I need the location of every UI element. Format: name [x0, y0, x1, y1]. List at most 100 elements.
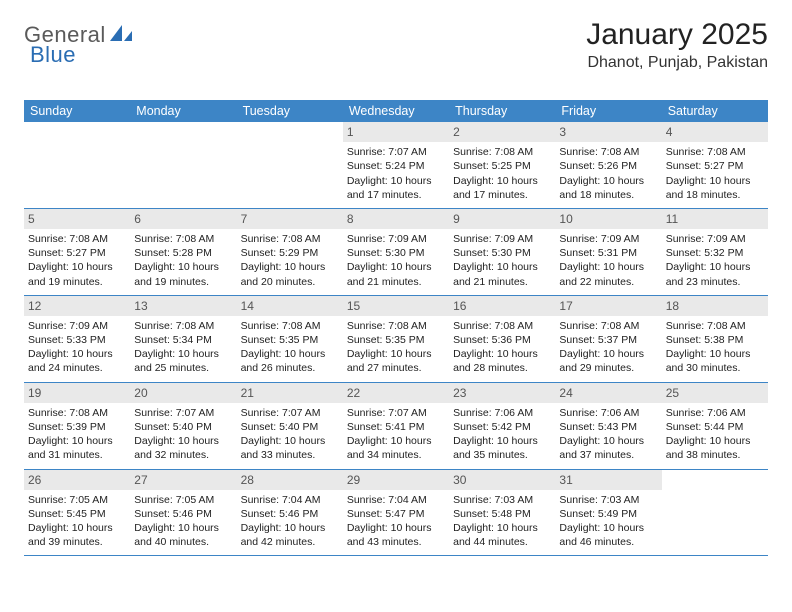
sunset-text: Sunset: 5:34 PM: [134, 333, 232, 347]
sunset-text: Sunset: 5:26 PM: [559, 159, 657, 173]
sail-icon: [108, 23, 134, 48]
daylight-text: and 21 minutes.: [347, 275, 445, 289]
day-number: 31: [555, 470, 661, 490]
weekday-header: Tuesday: [237, 100, 343, 122]
daylight-text: Daylight: 10 hours: [134, 347, 232, 361]
daylight-text: Daylight: 10 hours: [559, 174, 657, 188]
sunset-text: Sunset: 5:40 PM: [134, 420, 232, 434]
sunset-text: Sunset: 5:39 PM: [28, 420, 126, 434]
day-cell: 12Sunrise: 7:09 AMSunset: 5:33 PMDayligh…: [24, 296, 130, 382]
daylight-text: Daylight: 10 hours: [134, 434, 232, 448]
daylight-text: Daylight: 10 hours: [453, 521, 551, 535]
sunrise-text: Sunrise: 7:09 AM: [347, 232, 445, 246]
daylight-text: Daylight: 10 hours: [666, 174, 764, 188]
daylight-text: and 26 minutes.: [241, 361, 339, 375]
day-cell: 8Sunrise: 7:09 AMSunset: 5:30 PMDaylight…: [343, 209, 449, 295]
day-cell: 31Sunrise: 7:03 AMSunset: 5:49 PMDayligh…: [555, 470, 661, 556]
sunrise-text: Sunrise: 7:07 AM: [134, 406, 232, 420]
daylight-text: Daylight: 10 hours: [347, 260, 445, 274]
sunrise-text: Sunrise: 7:08 AM: [666, 319, 764, 333]
brand-name-part2: Blue: [30, 42, 76, 67]
daylight-text: Daylight: 10 hours: [559, 434, 657, 448]
weekday-header: Monday: [130, 100, 236, 122]
daylight-text: and 33 minutes.: [241, 448, 339, 462]
sunset-text: Sunset: 5:47 PM: [347, 507, 445, 521]
day-cell: 28Sunrise: 7:04 AMSunset: 5:46 PMDayligh…: [237, 470, 343, 556]
sunrise-text: Sunrise: 7:08 AM: [666, 145, 764, 159]
sunrise-text: Sunrise: 7:07 AM: [347, 145, 445, 159]
page-header: General January 2025 Dhanot, Punjab, Pak…: [24, 18, 768, 72]
daylight-text: Daylight: 10 hours: [666, 260, 764, 274]
daylight-text: Daylight: 10 hours: [28, 521, 126, 535]
daylight-text: and 37 minutes.: [559, 448, 657, 462]
day-number: 25: [662, 383, 768, 403]
day-cell: 29Sunrise: 7:04 AMSunset: 5:47 PMDayligh…: [343, 470, 449, 556]
sunrise-text: Sunrise: 7:08 AM: [28, 406, 126, 420]
calendar-grid: SundayMondayTuesdayWednesdayThursdayFrid…: [24, 100, 768, 556]
sunrise-text: Sunrise: 7:05 AM: [28, 493, 126, 507]
daylight-text: Daylight: 10 hours: [559, 347, 657, 361]
day-cell: 22Sunrise: 7:07 AMSunset: 5:41 PMDayligh…: [343, 383, 449, 469]
calendar-page: General January 2025 Dhanot, Punjab, Pak…: [0, 0, 792, 566]
daylight-text: and 29 minutes.: [559, 361, 657, 375]
day-cell: 18Sunrise: 7:08 AMSunset: 5:38 PMDayligh…: [662, 296, 768, 382]
daylight-text: and 17 minutes.: [347, 188, 445, 202]
day-cell: 24Sunrise: 7:06 AMSunset: 5:43 PMDayligh…: [555, 383, 661, 469]
sunrise-text: Sunrise: 7:04 AM: [347, 493, 445, 507]
sunset-text: Sunset: 5:41 PM: [347, 420, 445, 434]
daylight-text: and 25 minutes.: [134, 361, 232, 375]
daylight-text: Daylight: 10 hours: [453, 260, 551, 274]
day-number: 22: [343, 383, 449, 403]
day-cell: 26Sunrise: 7:05 AMSunset: 5:45 PMDayligh…: [24, 470, 130, 556]
day-number: 16: [449, 296, 555, 316]
daylight-text: and 39 minutes.: [28, 535, 126, 549]
sunrise-text: Sunrise: 7:09 AM: [559, 232, 657, 246]
sunrise-text: Sunrise: 7:06 AM: [666, 406, 764, 420]
sunset-text: Sunset: 5:40 PM: [241, 420, 339, 434]
daylight-text: Daylight: 10 hours: [347, 174, 445, 188]
daylight-text: and 24 minutes.: [28, 361, 126, 375]
daylight-text: Daylight: 10 hours: [28, 260, 126, 274]
daylight-text: and 27 minutes.: [347, 361, 445, 375]
day-cell: 6Sunrise: 7:08 AMSunset: 5:28 PMDaylight…: [130, 209, 236, 295]
day-cell: [662, 470, 768, 556]
sunset-text: Sunset: 5:46 PM: [134, 507, 232, 521]
daylight-text: and 17 minutes.: [453, 188, 551, 202]
sunset-text: Sunset: 5:46 PM: [241, 507, 339, 521]
daylight-text: and 40 minutes.: [134, 535, 232, 549]
weekday-header: Saturday: [662, 100, 768, 122]
sunset-text: Sunset: 5:28 PM: [134, 246, 232, 260]
day-cell: 23Sunrise: 7:06 AMSunset: 5:42 PMDayligh…: [449, 383, 555, 469]
daylight-text: Daylight: 10 hours: [28, 434, 126, 448]
sunset-text: Sunset: 5:32 PM: [666, 246, 764, 260]
sunset-text: Sunset: 5:44 PM: [666, 420, 764, 434]
sunrise-text: Sunrise: 7:04 AM: [241, 493, 339, 507]
daylight-text: and 19 minutes.: [28, 275, 126, 289]
sunset-text: Sunset: 5:42 PM: [453, 420, 551, 434]
weekday-header: Friday: [555, 100, 661, 122]
sunrise-text: Sunrise: 7:08 AM: [559, 145, 657, 159]
sunrise-text: Sunrise: 7:08 AM: [453, 145, 551, 159]
weekday-header-row: SundayMondayTuesdayWednesdayThursdayFrid…: [24, 100, 768, 122]
daylight-text: Daylight: 10 hours: [453, 347, 551, 361]
daylight-text: and 28 minutes.: [453, 361, 551, 375]
day-cell: 21Sunrise: 7:07 AMSunset: 5:40 PMDayligh…: [237, 383, 343, 469]
weekday-header: Wednesday: [343, 100, 449, 122]
day-cell: [24, 122, 130, 208]
sunrise-text: Sunrise: 7:08 AM: [347, 319, 445, 333]
day-cell: 14Sunrise: 7:08 AMSunset: 5:35 PMDayligh…: [237, 296, 343, 382]
day-number: 21: [237, 383, 343, 403]
daylight-text: and 34 minutes.: [347, 448, 445, 462]
brand-name-part2-wrap: Blue: [30, 42, 76, 68]
daylight-text: Daylight: 10 hours: [347, 347, 445, 361]
weekday-header: Thursday: [449, 100, 555, 122]
daylight-text: and 38 minutes.: [666, 448, 764, 462]
day-cell: 9Sunrise: 7:09 AMSunset: 5:30 PMDaylight…: [449, 209, 555, 295]
day-cell: 4Sunrise: 7:08 AMSunset: 5:27 PMDaylight…: [662, 122, 768, 208]
day-cell: 1Sunrise: 7:07 AMSunset: 5:24 PMDaylight…: [343, 122, 449, 208]
daylight-text: and 20 minutes.: [241, 275, 339, 289]
daylight-text: Daylight: 10 hours: [559, 521, 657, 535]
day-number: 7: [237, 209, 343, 229]
daylight-text: and 22 minutes.: [559, 275, 657, 289]
title-block: January 2025 Dhanot, Punjab, Pakistan: [586, 18, 768, 72]
